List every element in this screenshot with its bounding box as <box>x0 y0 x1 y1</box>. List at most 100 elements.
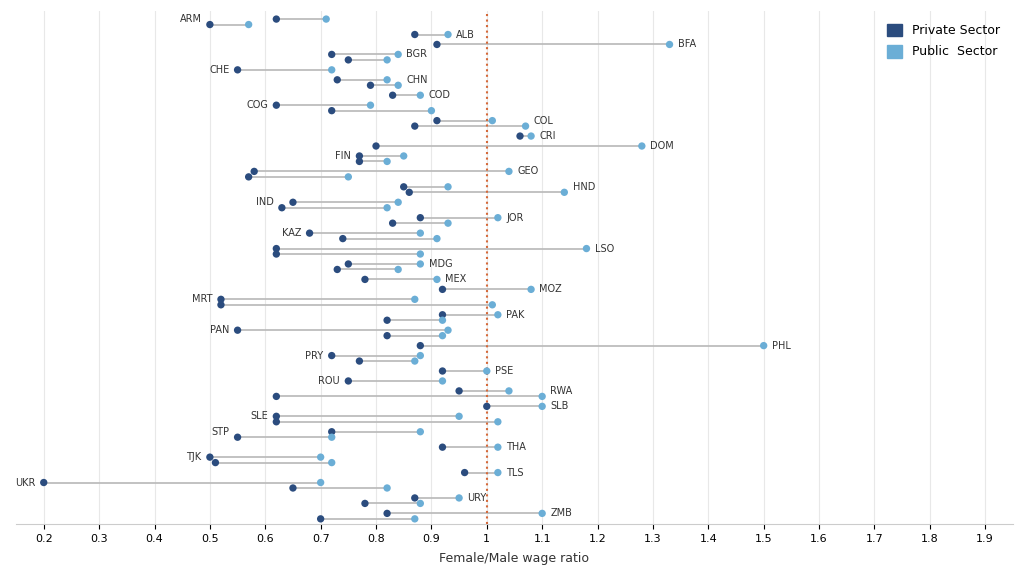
Point <box>412 351 428 360</box>
Point <box>324 427 340 437</box>
Point <box>379 509 395 518</box>
Point <box>407 493 423 502</box>
Text: HND: HND <box>572 182 595 192</box>
Point <box>379 75 395 85</box>
Point <box>351 151 368 161</box>
Point <box>756 341 772 350</box>
Text: ALB: ALB <box>457 29 475 40</box>
Point <box>273 203 290 213</box>
Point <box>384 218 400 228</box>
Point <box>213 295 229 304</box>
Point <box>207 458 223 467</box>
Text: IND: IND <box>256 197 273 207</box>
Point <box>429 40 445 49</box>
Point <box>634 141 650 150</box>
Point <box>412 259 428 268</box>
Point <box>429 275 445 284</box>
Point <box>324 433 340 442</box>
Text: ZMB: ZMB <box>551 509 572 518</box>
Point <box>434 376 451 385</box>
Point <box>434 366 451 376</box>
Point <box>412 229 428 238</box>
Point <box>501 386 517 396</box>
Text: CHE: CHE <box>209 65 229 75</box>
Point <box>229 65 246 74</box>
Point <box>229 433 246 442</box>
Point <box>478 401 495 411</box>
Point <box>440 30 457 39</box>
Point <box>501 167 517 176</box>
Point <box>523 131 540 141</box>
Point <box>36 478 52 487</box>
Point <box>241 20 257 29</box>
Text: JOR: JOR <box>506 213 523 223</box>
Point <box>246 167 262 176</box>
Point <box>324 458 340 467</box>
Text: COD: COD <box>429 90 451 100</box>
Point <box>390 50 407 59</box>
X-axis label: Female/Male wage ratio: Female/Male wage ratio <box>439 552 590 565</box>
Point <box>534 401 550 411</box>
Text: SLE: SLE <box>250 411 268 421</box>
Text: GEO: GEO <box>517 166 539 176</box>
Text: BGR: BGR <box>407 50 427 59</box>
Text: UKR: UKR <box>15 478 36 487</box>
Point <box>329 75 345 85</box>
Point <box>356 275 373 284</box>
Point <box>268 244 285 253</box>
Text: FIN: FIN <box>335 151 351 161</box>
Point <box>312 478 329 487</box>
Point <box>534 392 550 401</box>
Point <box>412 427 428 437</box>
Point <box>356 499 373 508</box>
Point <box>324 106 340 115</box>
Point <box>351 157 368 166</box>
Point <box>379 55 395 65</box>
Point <box>489 310 506 319</box>
Point <box>213 300 229 309</box>
Text: DOM: DOM <box>650 141 674 151</box>
Point <box>534 509 550 518</box>
Point <box>312 453 329 462</box>
Point <box>478 366 495 376</box>
Point <box>407 295 423 304</box>
Point <box>324 65 340 74</box>
Point <box>318 14 335 24</box>
Point <box>407 357 423 366</box>
Point <box>229 325 246 335</box>
Text: SLB: SLB <box>551 401 569 411</box>
Text: COG: COG <box>246 100 268 110</box>
Point <box>368 141 384 150</box>
Point <box>401 188 418 197</box>
Point <box>412 249 428 259</box>
Point <box>340 259 356 268</box>
Point <box>440 325 457 335</box>
Point <box>379 316 395 325</box>
Point <box>579 244 595 253</box>
Point <box>390 198 407 207</box>
Text: STP: STP <box>211 427 229 437</box>
Point <box>379 331 395 340</box>
Point <box>429 116 445 125</box>
Point <box>268 249 285 259</box>
Point <box>335 234 351 243</box>
Point <box>390 265 407 274</box>
Point <box>268 101 285 110</box>
Point <box>202 20 218 29</box>
Text: ARM: ARM <box>179 14 202 24</box>
Text: MEX: MEX <box>445 274 467 285</box>
Point <box>301 229 317 238</box>
Point <box>268 14 285 24</box>
Point <box>351 357 368 366</box>
Point <box>517 122 534 131</box>
Point <box>451 412 467 421</box>
Point <box>489 442 506 452</box>
Text: PRY: PRY <box>305 351 324 361</box>
Point <box>407 30 423 39</box>
Point <box>379 203 395 213</box>
Point <box>451 493 467 502</box>
Point <box>412 341 428 350</box>
Point <box>434 316 451 325</box>
Point <box>423 106 439 115</box>
Point <box>312 514 329 524</box>
